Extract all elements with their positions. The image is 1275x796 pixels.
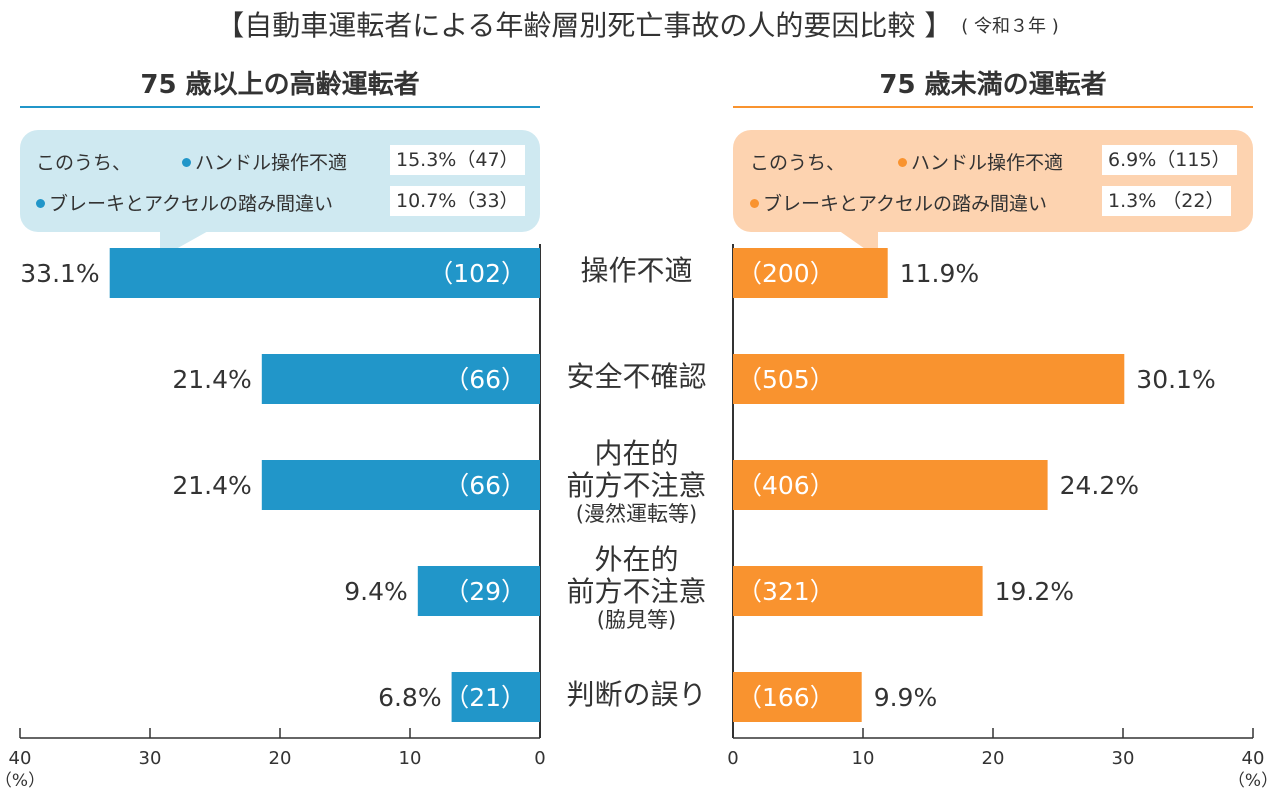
left-bar-value-label: 6.8%	[378, 683, 442, 712]
left-x-tick-label: 0	[534, 748, 545, 769]
left-bar-value-label: 21.4%	[172, 365, 251, 394]
right-x-tick-label: 0	[727, 748, 738, 769]
right-x-unit-label: （%）	[1228, 771, 1275, 791]
right-bar-count: （321）	[737, 577, 835, 606]
left-x-tick-label: 20	[269, 748, 292, 769]
right-bar-value-label: 24.2%	[1060, 471, 1139, 500]
left-bar-count: （29）	[444, 577, 526, 606]
right-x-tick-label: 10	[852, 748, 875, 769]
right-bar-value-label: 19.2%	[995, 577, 1074, 606]
left-x-unit-label: （%）	[0, 771, 45, 791]
right-bar-count: （505）	[737, 365, 835, 394]
right-bar-value-label: 11.9%	[900, 259, 979, 288]
left-bar-value-label: 33.1%	[20, 259, 99, 288]
left-bar-value-label: 9.4%	[344, 577, 408, 606]
bar-chart: 001010202030304040（%）（%）（102）33.1%（66）21…	[0, 0, 1275, 796]
left-x-tick-label: 40	[9, 748, 32, 769]
left-x-tick-label: 10	[399, 748, 422, 769]
left-x-tick-label: 30	[139, 748, 162, 769]
right-bar-count: （166）	[737, 683, 835, 712]
left-bar-count: （66）	[444, 471, 526, 500]
right-bar-value-label: 30.1%	[1136, 365, 1215, 394]
right-x-tick-label: 40	[1242, 748, 1265, 769]
right-bar-value-label: 9.9%	[874, 683, 938, 712]
right-bar-count: （406）	[737, 471, 835, 500]
right-x-tick-label: 20	[982, 748, 1005, 769]
left-bar-value-label: 21.4%	[172, 471, 251, 500]
right-bar-count: （200）	[737, 259, 835, 288]
left-bar-count: （66）	[444, 365, 526, 394]
left-bar-count: （102）	[428, 259, 526, 288]
right-x-tick-label: 30	[1112, 748, 1135, 769]
left-bar-count: （21）	[444, 683, 526, 712]
